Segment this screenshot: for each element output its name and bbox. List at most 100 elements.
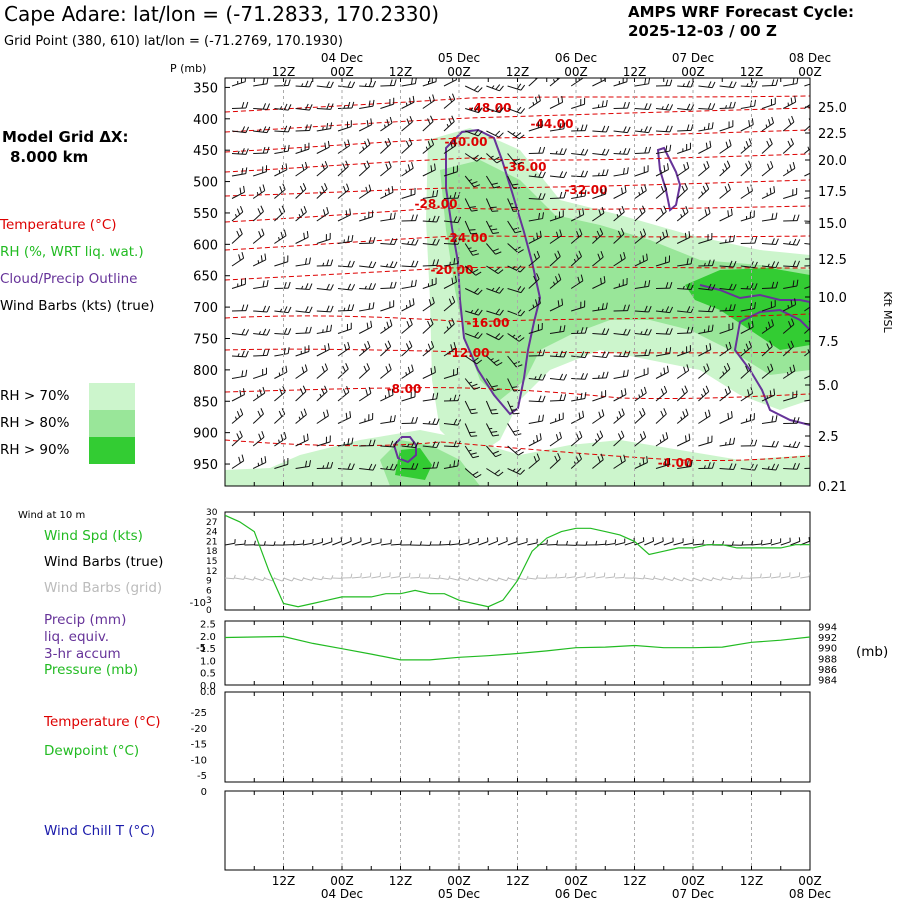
wind-barb (740, 80, 758, 88)
wind-barb (316, 461, 334, 469)
pressure-tick: 994 (818, 622, 837, 633)
wind-barb (231, 388, 245, 402)
wind-barb (443, 275, 457, 289)
wind-chill-label: Wind Chill T (°C) (44, 823, 155, 839)
wind-speed-tick: 9 (206, 577, 212, 587)
wind-barb (634, 205, 646, 222)
wind-barb (655, 347, 672, 357)
wind-barb (337, 363, 349, 379)
wind-barb (613, 408, 625, 424)
wind-barb (677, 460, 693, 469)
precip-tick: 1.0 (200, 656, 216, 667)
wind-barb (443, 115, 455, 132)
wind-barb-grid (566, 572, 577, 579)
wind-barb (677, 283, 695, 290)
wind-barb (655, 385, 668, 402)
wind-barb-grid (351, 573, 362, 579)
wind-barb (698, 103, 716, 110)
wind-barb (761, 238, 779, 245)
wind-barb-grid (780, 572, 791, 579)
wind-barb-10m (546, 540, 559, 546)
wind-barb (698, 385, 710, 402)
isotherm-label: -48.00 (469, 101, 512, 115)
wind-barb (422, 94, 435, 109)
wind-barbs-grid-label: Wind Barbs (grid) (44, 580, 163, 596)
wind-barb (507, 220, 522, 234)
wind-barb-grid (322, 575, 334, 580)
wind-barb-10m (585, 540, 598, 546)
wind-barb (295, 161, 308, 177)
wind-barb (401, 138, 413, 154)
pressure-level-label: 900 (193, 427, 218, 442)
wind-barb-10m (244, 540, 256, 546)
wind-barb (761, 79, 779, 87)
wind-barb (380, 340, 392, 357)
wind-barb (231, 228, 243, 244)
wind-barb (316, 206, 329, 222)
wind-barb (549, 373, 568, 381)
height-unit-label: Kft MSL (881, 291, 894, 333)
pressure-level-label: 850 (193, 395, 218, 410)
wind-barb (570, 430, 583, 447)
wind-barb (485, 400, 499, 415)
wind-barb-10m (673, 538, 684, 546)
wind-barb (295, 364, 308, 379)
wind-barb-10m (400, 540, 412, 546)
pressure-level-label: 400 (193, 113, 218, 128)
isotherm (225, 107, 810, 133)
wind-barb (295, 385, 307, 402)
wind-barb (719, 437, 736, 447)
wind-barb-grid (644, 575, 656, 581)
wind-barb-grid (585, 572, 596, 579)
wind-barb (316, 324, 333, 334)
wind-barb (337, 183, 350, 199)
time-label-bottom: 00Z (564, 874, 588, 888)
wind-barb (719, 260, 737, 268)
wind-barb (740, 320, 754, 334)
wind-barb (507, 423, 522, 436)
wind-barb (485, 423, 500, 437)
model-grid-title: Model Grid ΔX: (2, 128, 129, 146)
height-tick-label: 5.0 (818, 379, 839, 394)
wind-barb (782, 115, 795, 132)
wind-barb (592, 125, 610, 133)
wind-barb (677, 142, 691, 154)
wind-barb (316, 363, 328, 379)
wind-barb (634, 146, 652, 154)
wind-barb (676, 408, 689, 424)
wind-barb (464, 153, 483, 162)
wind-barb-10m (741, 540, 754, 546)
wind-barb (740, 340, 752, 357)
wind-barb (782, 364, 796, 379)
wind-barb (634, 184, 647, 199)
wind-barb (782, 162, 796, 177)
wind-speed-tick: 3 (206, 596, 212, 606)
wind-barb-10m (439, 540, 451, 546)
precip-tick: 2.0 (200, 632, 216, 643)
wind-barb (316, 122, 333, 132)
wind-barb (634, 280, 651, 289)
wind-barb (316, 160, 329, 177)
wind-barb (337, 208, 352, 222)
wind-barb-10m (634, 537, 645, 546)
grid-point-subtitle: Grid Point (380, 610) lat/lon = (-71.276… (4, 34, 343, 49)
wind-barb-10m (332, 537, 343, 546)
forecast-cycle-label: AMPS WRF Forecast Cycle: (628, 3, 854, 21)
wind-barb (698, 343, 712, 357)
legend-wind-barbs: Wind Barbs (kts) (true) (0, 298, 155, 314)
wind-barb (698, 140, 712, 154)
wind-barb (443, 191, 461, 199)
wind-barb (677, 124, 694, 132)
wind-barb (274, 328, 292, 335)
wind-barb (634, 408, 646, 424)
wind-barb (486, 153, 503, 164)
wind-barb (359, 210, 374, 222)
wind-speed-tick: 0 (206, 606, 212, 616)
wind-barb (507, 467, 525, 475)
height-tick-label: 7.5 (818, 335, 839, 350)
wind-barb-10m (390, 540, 402, 546)
wind-barb (676, 364, 690, 379)
wind-barb (380, 238, 398, 245)
wind-barb (634, 367, 649, 379)
wind-barb (783, 78, 799, 87)
